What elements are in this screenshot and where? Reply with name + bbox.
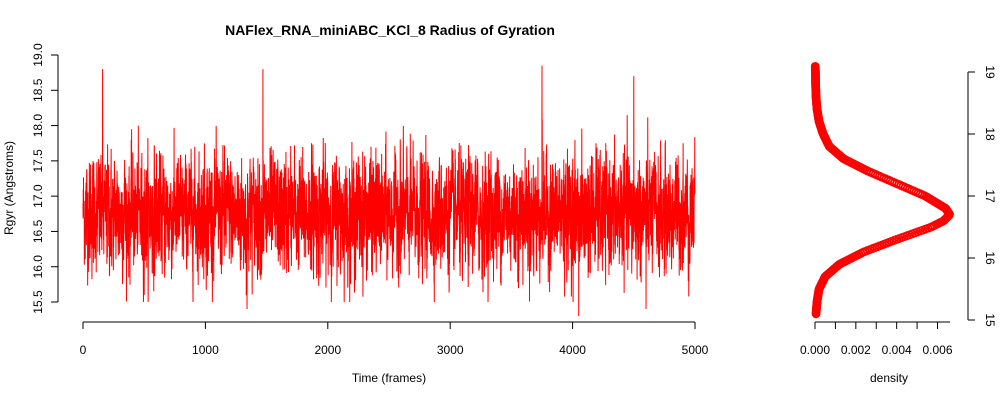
time-series-y-tick-label: 17.5 (31, 149, 45, 173)
time-series-x-tick-label: 2000 (314, 343, 341, 357)
time-series-x-tick-label: 5000 (682, 343, 709, 357)
density-panel: 0.000 0.002 0.004 0.006 15 16 17 18 19 density (800, 62, 997, 385)
time-series-x-tick-label: 0 (80, 343, 87, 357)
density-x-tick-label: 0.004 (882, 343, 912, 357)
time-series-x-tick-label: 3000 (437, 343, 464, 357)
density-x-tick-label: 0.006 (922, 343, 952, 357)
time-series-x-label: Time (frames) (352, 371, 426, 385)
rgyr-series-line (82, 65, 696, 317)
density-x-ticks: 0.000 0.002 0.004 0.006 (800, 322, 953, 357)
time-series-y-label: Rgyr (Angstroms) (2, 141, 16, 235)
density-x-label: density (870, 371, 908, 385)
density-curve (810, 62, 954, 319)
time-series-x-ticks: 0 1000 2000 3000 4000 5000 (80, 322, 709, 357)
density-y-tick-label: 18 (983, 127, 997, 141)
time-series-y-tick-label: 19.0 (31, 43, 45, 67)
time-series-panel: 0 1000 2000 3000 4000 5000 15.5 16.0 16.5 17.0 17… (2, 43, 709, 385)
time-series-y-tick-label: 17.0 (31, 184, 45, 208)
time-series-y-tick-label: 16.5 (31, 219, 45, 243)
time-series-y-tick-label: 18.5 (31, 78, 45, 102)
time-series-y-tick-label: 15.5 (31, 290, 45, 314)
density-y-tick-label: 19 (983, 65, 997, 79)
rgyr-time-series (82, 65, 696, 317)
time-series-y-tick-label: 18.0 (31, 114, 45, 138)
time-series-x-tick-label: 1000 (192, 343, 219, 357)
density-point (810, 62, 820, 71)
time-series-x-tick-label: 4000 (559, 343, 586, 357)
density-y-tick-label: 15 (983, 313, 997, 327)
time-series-y-tick-label: 16.0 (31, 255, 45, 279)
density-y-ticks: 15 16 17 18 19 (968, 65, 997, 327)
density-y-tick-label: 16 (983, 251, 997, 265)
density-x-tick-label: 0.000 (800, 343, 830, 357)
density-y-tick-label: 17 (983, 189, 997, 203)
time-series-y-ticks: 15.5 16.0 16.5 17.0 17.5 18.0 18.5 19.0 (31, 43, 58, 314)
density-x-tick-label: 0.002 (841, 343, 871, 357)
chart-title: NAFlex_RNA_miniABC_KCl_8 Radius of Gyrat… (225, 22, 555, 38)
